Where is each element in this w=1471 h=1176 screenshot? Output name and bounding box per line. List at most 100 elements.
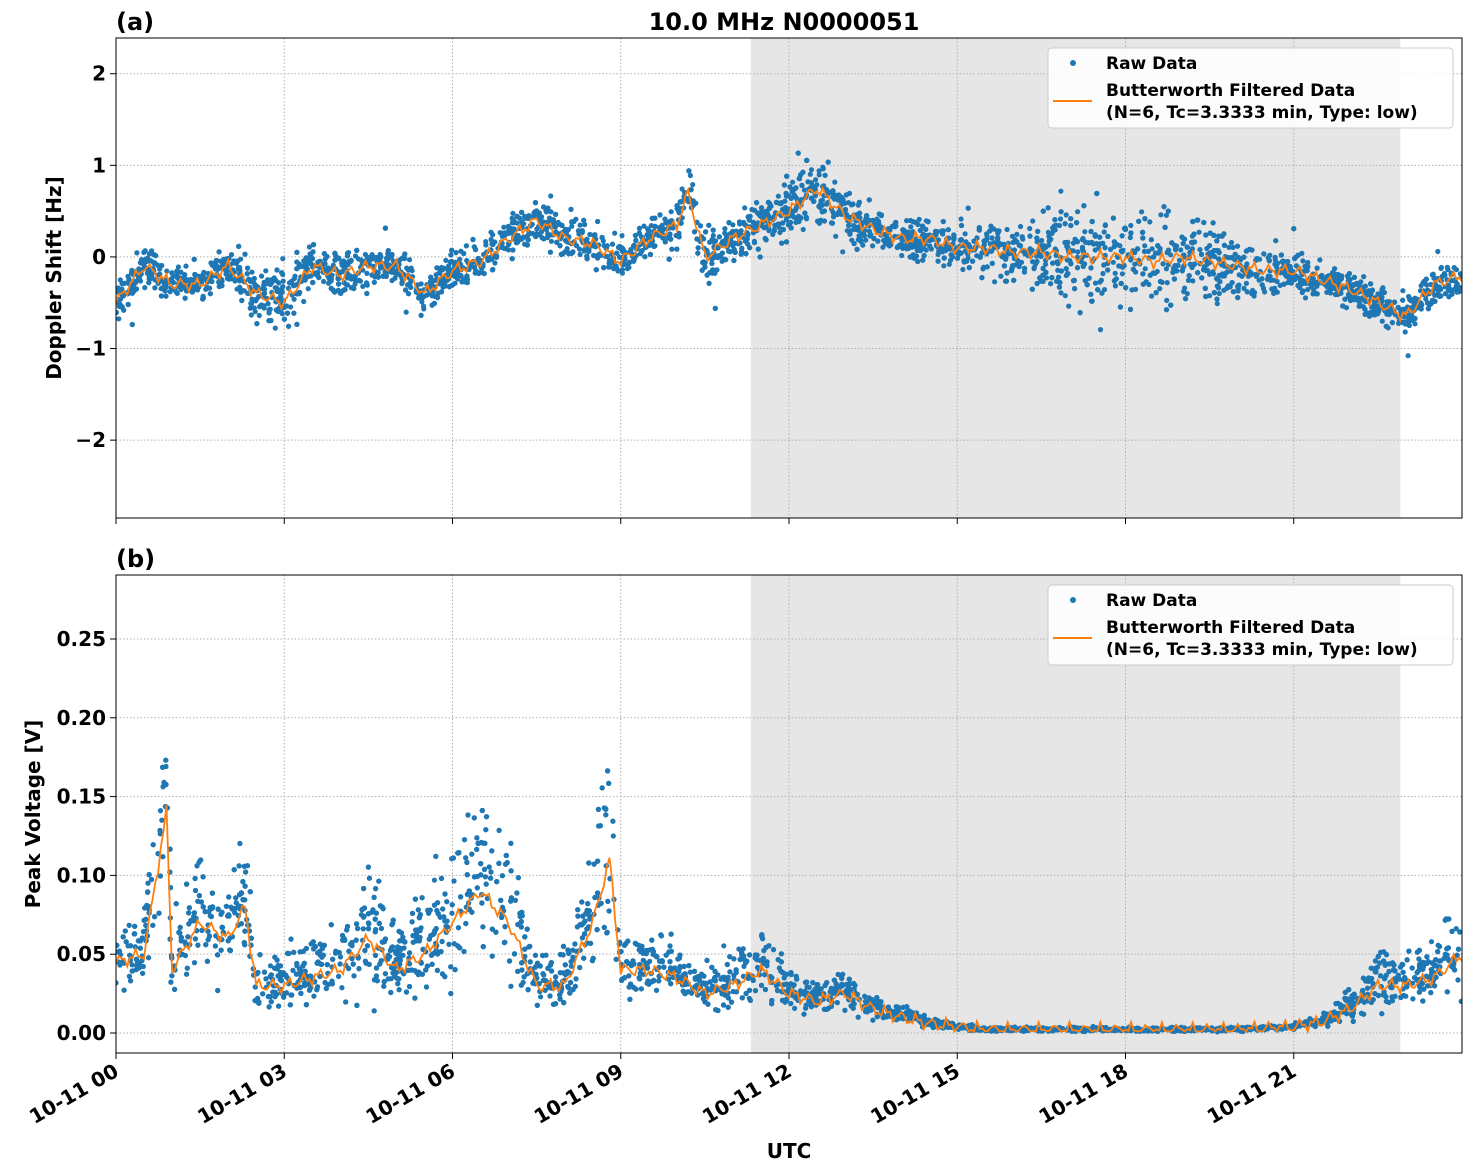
raw-data-point	[1239, 274, 1244, 279]
raw-data-point	[1081, 203, 1086, 208]
raw-data-point	[449, 248, 454, 253]
raw-data-point	[899, 253, 904, 258]
raw-data-point	[804, 158, 809, 163]
raw-data-point	[1075, 209, 1080, 214]
raw-data-point	[1128, 223, 1133, 228]
raw-data-point	[1009, 268, 1014, 273]
raw-data-point	[169, 270, 174, 275]
raw-data-point	[366, 255, 371, 260]
raw-data-point	[1195, 218, 1200, 223]
raw-data-point	[280, 256, 285, 261]
raw-data-point	[1108, 247, 1113, 252]
raw-data-point	[268, 318, 273, 323]
raw-data-point	[214, 258, 219, 263]
raw-data-point	[1177, 258, 1182, 263]
raw-data-point	[526, 237, 531, 242]
raw-data-point	[253, 298, 258, 303]
raw-data-point	[657, 212, 662, 217]
raw-data-point	[674, 247, 679, 252]
raw-data-point	[959, 216, 964, 221]
raw-data-point	[553, 212, 558, 217]
raw-data-point	[183, 296, 188, 301]
raw-data-point	[1217, 250, 1222, 255]
raw-data-point	[600, 235, 605, 240]
raw-data-point	[1161, 261, 1166, 266]
raw-data-point	[1375, 291, 1380, 296]
raw-data-point	[906, 246, 911, 251]
raw-data-point	[1312, 280, 1317, 285]
raw-data-point	[485, 258, 490, 263]
raw-data-point	[1347, 271, 1352, 276]
raw-data-point	[977, 227, 982, 232]
raw-data-point	[1059, 209, 1064, 214]
raw-data-point	[901, 227, 906, 232]
raw-data-point	[1030, 287, 1035, 292]
raw-data-point	[248, 306, 253, 311]
raw-data-point	[1090, 219, 1095, 224]
raw-data-point	[1268, 278, 1273, 283]
raw-data-point	[1066, 304, 1071, 309]
raw-data-point	[850, 202, 855, 207]
raw-data-point	[1055, 261, 1060, 266]
raw-data-point	[281, 279, 286, 284]
raw-data-point	[669, 247, 674, 252]
raw-data-point	[381, 274, 386, 279]
raw-data-point	[126, 277, 131, 282]
raw-data-point	[742, 205, 747, 210]
raw-data-point	[823, 173, 828, 178]
raw-data-point	[979, 275, 984, 280]
raw-data-point	[483, 239, 488, 244]
raw-data-point	[703, 229, 708, 234]
raw-data-point	[784, 239, 789, 244]
raw-data-point	[234, 261, 239, 266]
raw-data-point	[1018, 243, 1023, 248]
raw-data-point	[951, 232, 956, 237]
raw-data-point	[706, 223, 711, 228]
raw-data-point	[767, 206, 772, 211]
raw-data-point	[857, 200, 862, 205]
raw-data-point	[1155, 243, 1160, 248]
raw-data-point	[678, 199, 683, 204]
raw-data-point	[1035, 281, 1040, 286]
raw-data-point	[492, 260, 497, 265]
raw-data-point	[712, 271, 717, 276]
raw-data-point	[1058, 290, 1063, 295]
raw-data-point	[690, 182, 695, 187]
raw-data-point	[386, 248, 391, 253]
raw-data-point	[1068, 261, 1073, 266]
raw-data-point	[1075, 239, 1080, 244]
raw-data-point	[179, 287, 184, 292]
raw-data-point	[342, 265, 347, 270]
raw-data-point	[1334, 274, 1339, 279]
raw-data-point	[998, 242, 1003, 247]
raw-data-point	[1002, 263, 1007, 268]
raw-data-point	[159, 293, 164, 298]
raw-data-point	[544, 208, 549, 213]
raw-data-point	[984, 231, 989, 236]
raw-data-point	[311, 242, 316, 247]
raw-data-point	[864, 213, 869, 218]
raw-data-point	[557, 243, 562, 248]
raw-data-point	[514, 220, 519, 225]
raw-data-point	[490, 267, 495, 272]
raw-data-point	[310, 280, 315, 285]
raw-data-point	[927, 244, 932, 249]
raw-data-point	[946, 227, 951, 232]
raw-data-point	[782, 182, 787, 187]
raw-data-point	[279, 270, 284, 275]
raw-data-point	[502, 246, 507, 251]
raw-data-point	[294, 259, 299, 264]
raw-data-point	[1168, 303, 1173, 308]
raw-data-point	[565, 246, 570, 251]
raw-data-point	[627, 260, 632, 265]
raw-data-point	[1049, 231, 1054, 236]
raw-data-point	[163, 294, 168, 299]
raw-data-point	[766, 200, 771, 205]
raw-data-point	[264, 281, 269, 286]
raw-data-point	[321, 279, 326, 284]
raw-data-point	[1157, 286, 1162, 291]
raw-data-point	[239, 298, 244, 303]
raw-data-point	[259, 274, 264, 279]
raw-data-point	[1071, 278, 1076, 283]
raw-data-point	[1018, 224, 1023, 229]
